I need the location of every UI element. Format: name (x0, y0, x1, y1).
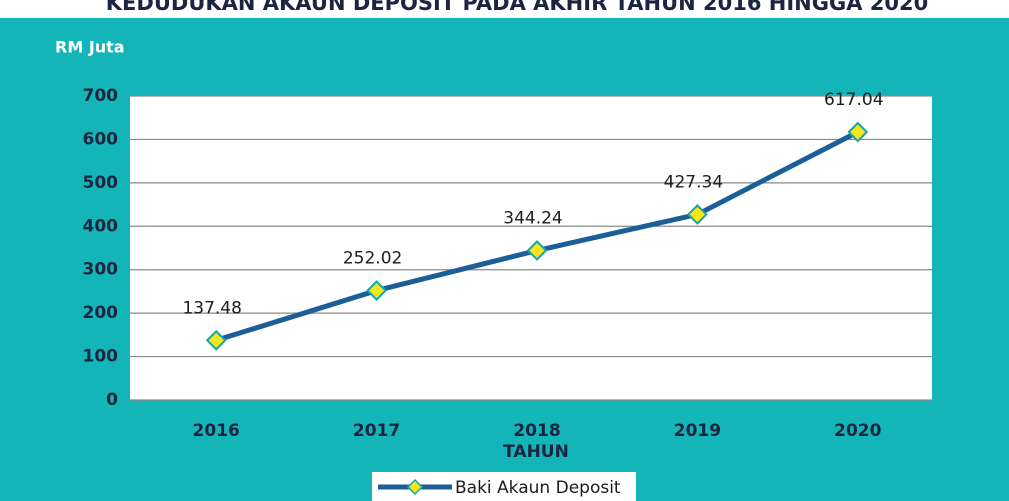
y-tick-label: 100 (83, 347, 119, 367)
data-label: 617.04 (824, 90, 883, 110)
y-tick-label: 700 (83, 86, 119, 106)
x-tick-label: 2020 (834, 421, 881, 441)
data-label: 427.34 (664, 172, 723, 192)
marker (366, 280, 388, 301)
legend-marker (406, 478, 424, 496)
data-label: 252.02 (343, 249, 402, 269)
marker (847, 121, 869, 143)
marker (205, 329, 227, 351)
chart-title: KEDUDUKAN AKAUN DEPOSIT PADA AKHIR TAHUN… (106, 0, 928, 15)
y-axis-label: RM Juta (55, 38, 125, 57)
marker (686, 203, 708, 225)
x-tick-label: 2016 (193, 421, 240, 441)
data-label: 344.24 (503, 209, 562, 229)
y-tick-label: 200 (83, 303, 119, 323)
y-tick-label: 400 (83, 216, 119, 236)
data-label: 137.48 (182, 298, 241, 318)
legend-label: Baki Akaun Deposit (455, 478, 621, 498)
x-tick-label: 2019 (674, 421, 721, 441)
x-tick-label: 2017 (353, 421, 400, 441)
y-tick-label: 300 (83, 260, 119, 280)
marker (526, 240, 548, 261)
x-axis-label: TAHUN (503, 442, 569, 462)
x-tick-label: 2018 (513, 421, 560, 441)
y-tick-label: 500 (83, 173, 119, 193)
y-tick-label: 0 (106, 390, 118, 410)
y-tick-label: 600 (83, 129, 119, 149)
